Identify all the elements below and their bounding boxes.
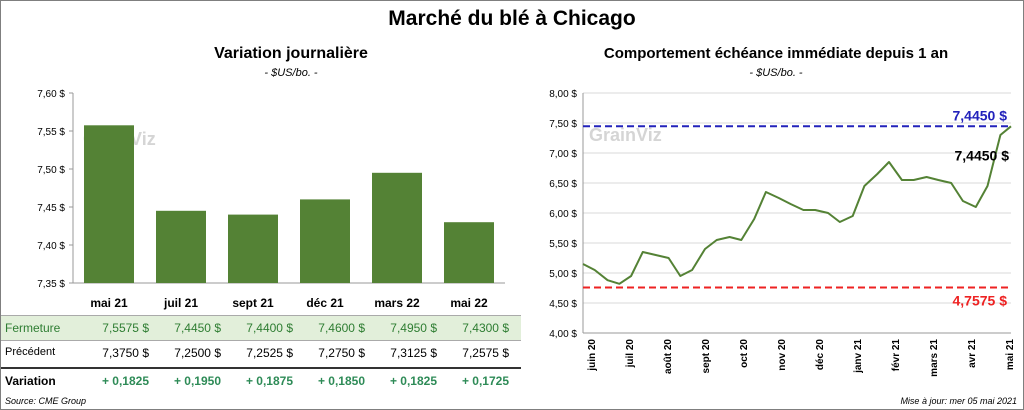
y-tick-label: 5,00 $ <box>549 269 577 280</box>
table-cell: 7,4300 $ <box>462 321 509 335</box>
x-tick-label: juil 21 <box>163 296 198 310</box>
table-row-fermeture: Fermeture 7,5575 $ 7,4450 $ 7,4400 $ 7,4600… <box>1 315 521 341</box>
page-title: Marché du blé à Chicago <box>388 7 636 30</box>
line-chart-unit: - $US/bo. - <box>749 67 803 79</box>
bar-chart-unit: - $US/bo. - <box>264 67 318 79</box>
update-note: Mise à jour: mer 05 mai 2021 <box>900 396 1017 406</box>
bar-chart: GrainViz 7,35 $7,40 $7,45 $7,50 $7,55 $7… <box>37 89 505 310</box>
table-row-precedent: Précédent 7,3750 $ 7,2500 $ 7,2525 $ 7,2750… <box>1 341 521 365</box>
x-tick-label: sept 21 <box>232 296 274 310</box>
reference-label: 4,7575 $ <box>953 293 1008 309</box>
x-tick-label: mai 21 <box>90 296 128 310</box>
y-tick-label: 6,00 $ <box>549 209 577 220</box>
bar <box>228 214 278 283</box>
watermark: GrainViz <box>589 125 662 145</box>
x-tick-label: déc 21 <box>306 296 344 310</box>
table-cell: 7,2750 $ <box>318 346 365 360</box>
x-tick-label: déc 20 <box>815 339 826 371</box>
price-line <box>582 125 1012 285</box>
table-cell: + 0,1875 <box>245 374 293 388</box>
y-tick-label: 7,00 $ <box>549 149 577 160</box>
x-tick-label: nov 20 <box>777 339 788 371</box>
y-tick-label: 7,55 $ <box>37 127 65 138</box>
x-tick-label: oct 20 <box>739 339 750 368</box>
bar <box>156 210 206 283</box>
bar-chart-title: Variation journalière <box>214 45 368 62</box>
y-tick-label: 7,35 $ <box>37 279 65 290</box>
table-cell: + 0,1850 <box>317 374 365 388</box>
y-tick-label: 5,50 $ <box>549 239 577 250</box>
table-cell: + 0,1725 <box>461 374 509 388</box>
table-cell: 7,2500 $ <box>174 346 221 360</box>
x-tick-label: févr 21 <box>891 339 902 372</box>
x-tick-label: mai 22 <box>450 296 488 310</box>
y-tick-label: 4,00 $ <box>549 329 577 340</box>
last-value-label: 7,4450 $ <box>955 147 1010 163</box>
table-cell: + 0,1825 <box>389 374 437 388</box>
y-tick-label: 7,45 $ <box>37 203 65 214</box>
table-cell: 7,4400 $ <box>246 321 293 335</box>
y-tick-label: 7,60 $ <box>37 89 65 100</box>
table-cell: + 0,1950 <box>173 374 221 388</box>
table-cell: + 0,1825 <box>101 374 149 388</box>
y-tick-label: 8,00 $ <box>549 89 577 100</box>
row-label: Fermeture <box>5 321 61 335</box>
table-cell: 7,4450 $ <box>174 321 221 335</box>
table-cell: 7,3750 $ <box>102 346 149 360</box>
table-cell: 7,2525 $ <box>246 346 293 360</box>
x-tick-label: juin 20 <box>587 339 598 372</box>
bar <box>372 172 422 283</box>
bar <box>300 199 350 283</box>
y-tick-label: 7,40 $ <box>37 241 65 252</box>
x-tick-label: juil 20 <box>625 339 636 369</box>
x-tick-label: janv 21 <box>853 339 864 374</box>
table-cell: 7,4950 $ <box>390 321 437 335</box>
table-cell: 7,5575 $ <box>102 321 149 335</box>
row-label: Précédent <box>5 346 56 358</box>
x-tick-label: mars 21 <box>929 339 940 377</box>
y-tick-label: 7,50 $ <box>37 165 65 176</box>
x-tick-label: mai 21 <box>1005 339 1016 371</box>
x-tick-label: sept 20 <box>701 339 712 374</box>
table-cell: 7,2575 $ <box>462 346 509 360</box>
x-tick-label: mars 22 <box>374 296 420 310</box>
reference-label: 7,4450 $ <box>953 107 1008 123</box>
row-label: Variation <box>5 374 56 388</box>
x-tick-label: avr 21 <box>967 339 978 368</box>
table-cell: 7,3125 $ <box>390 346 437 360</box>
bar <box>444 222 494 283</box>
table-row-variation: Variation + 0,1825 + 0,1950 + 0,1875 + 0,18… <box>1 367 521 393</box>
line-chart-title: Comportement échéance immédiate depuis 1… <box>603 45 949 62</box>
y-tick-label: 6,50 $ <box>549 179 577 190</box>
y-tick-label: 7,50 $ <box>549 119 577 130</box>
x-tick-label: août 20 <box>663 339 674 374</box>
source-note: Source: CME Group <box>5 396 87 406</box>
line-chart: GrainViz 4,00 $ 4,50 $ 5,00 $ 5,50 $ 6,00 $ 6… <box>549 89 1016 377</box>
table-cell: 7,4600 $ <box>318 321 365 335</box>
y-tick-label: 4,50 $ <box>549 299 577 310</box>
bar <box>84 125 134 283</box>
